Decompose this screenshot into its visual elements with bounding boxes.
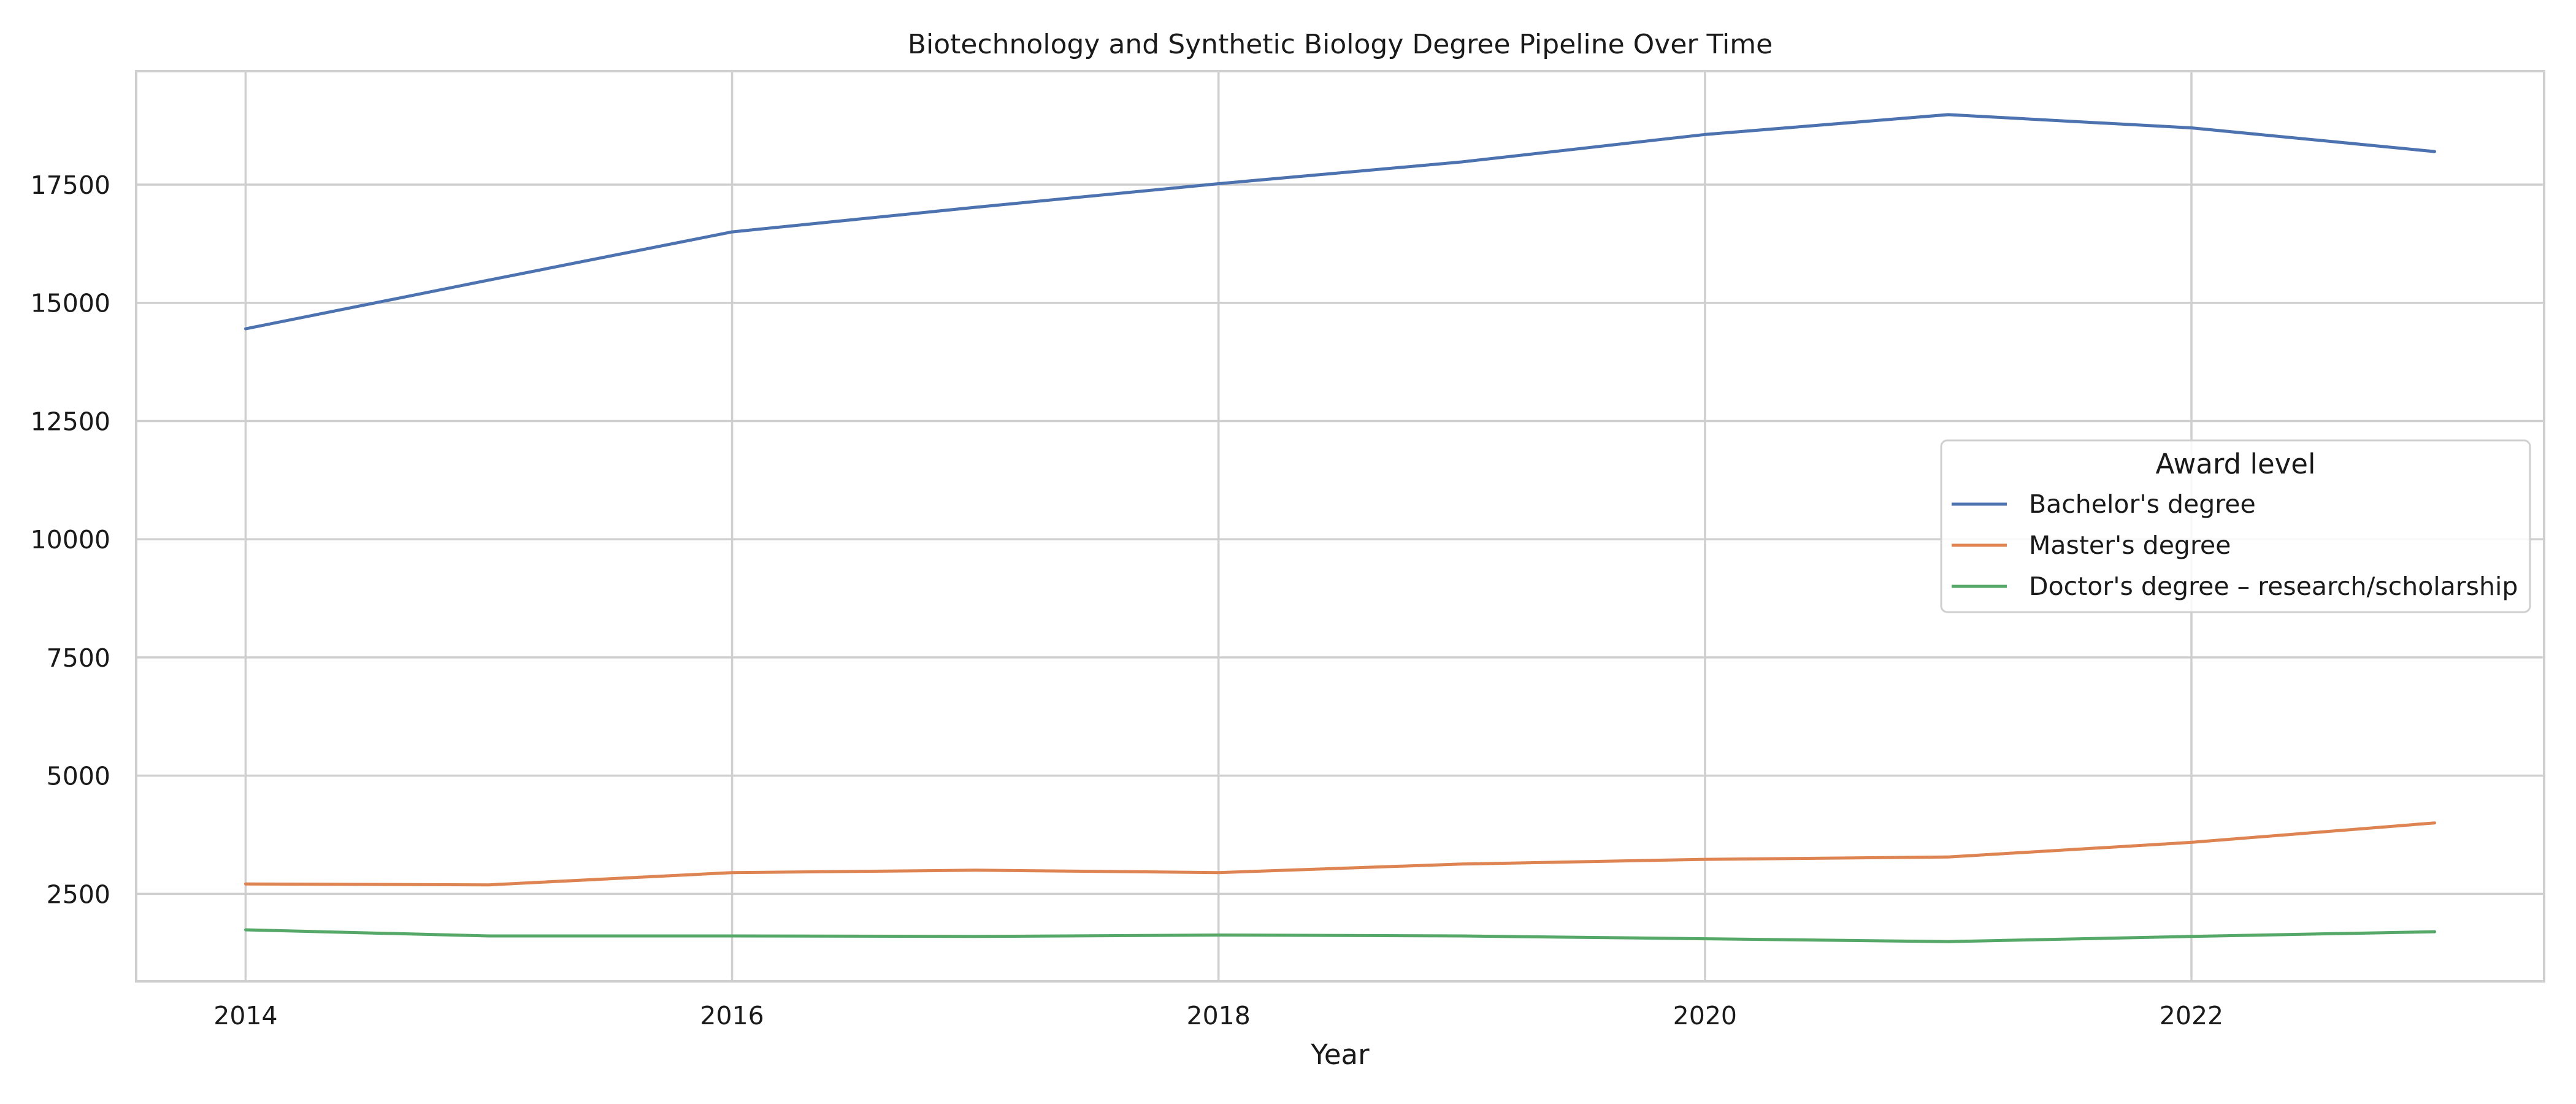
- legend-items: Bachelor's degree Master's degree Doctor's…: [1952, 489, 2518, 601]
- plot-series: [244, 113, 2436, 943]
- y-tick-label: 2500: [47, 880, 110, 909]
- x-tick-label: 2020: [1673, 1001, 1737, 1030]
- legend-box: [1940, 439, 2531, 613]
- x-tick-label: 2016: [700, 1001, 764, 1030]
- legend-title: Award level: [2156, 448, 2316, 480]
- legend-entry-2: Doctor's degree – research/scholarship: [2029, 572, 2518, 601]
- y-tick-label: 5000: [47, 762, 110, 791]
- y-tick-label: 15000: [31, 289, 110, 318]
- y-tick-label: 17500: [31, 171, 110, 200]
- y-tick-label: 10000: [31, 525, 110, 554]
- series-line-0: [244, 113, 2436, 331]
- x-axis-ticks: 2014 2016 2018 2020 2022: [213, 1001, 2223, 1030]
- series-line-2: [244, 928, 2436, 943]
- legend-entry-0: Bachelor's degree: [2029, 489, 2256, 519]
- x-tick-label: 2014: [213, 1001, 277, 1030]
- plot-frame: [135, 70, 2545, 983]
- chart-title: Biotechnology and Synthetic Biology Degr…: [908, 29, 1773, 60]
- series-line-1: [244, 821, 2436, 887]
- legend-entry-1: Master's degree: [2029, 531, 2231, 560]
- x-axis-label: Year: [1310, 1038, 1370, 1071]
- legend: Award level Bachelor's degree Master's de…: [1940, 439, 2531, 613]
- y-tick-label: 12500: [31, 407, 110, 436]
- y-axis-ticks: 2500 5000 7500 10000 12500 15000 17500: [31, 171, 110, 909]
- y-tick-label: 7500: [47, 643, 110, 673]
- x-tick-label: 2018: [1187, 1001, 1251, 1030]
- x-tick-label: 2022: [2160, 1001, 2223, 1030]
